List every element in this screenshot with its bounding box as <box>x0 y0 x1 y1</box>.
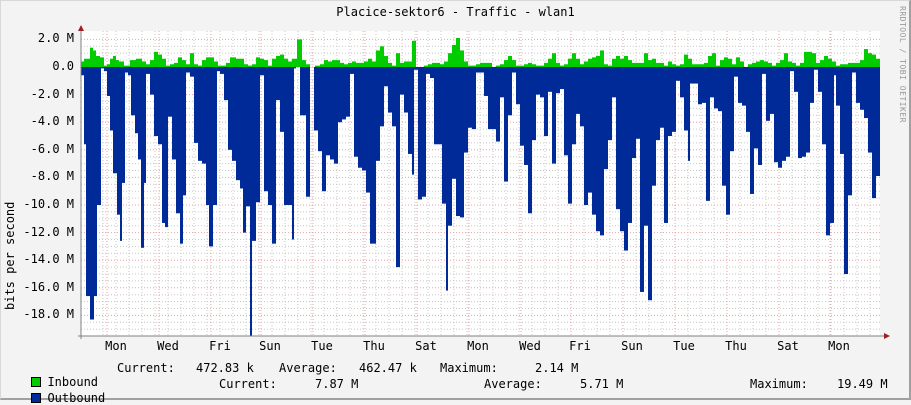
x-tick-label: Sat <box>415 339 437 353</box>
legend-outbound: Outbound <box>17 377 105 405</box>
x-tick-label: Tue <box>673 339 695 353</box>
inbound-current-label: Current: <box>117 361 175 375</box>
x-tick-label: Wed <box>519 339 541 353</box>
y-tick-label: -14.0 M <box>23 252 74 267</box>
x-tick-label: Mon <box>828 339 850 353</box>
y-tick-label: -16.0 M <box>23 279 74 294</box>
x-tick-label: Fri <box>569 339 591 353</box>
outbound-maximum-value: 19.49 M <box>837 377 888 391</box>
outbound-swatch <box>31 393 42 403</box>
x-tick-label: Mon <box>105 339 127 353</box>
y-tick-label: -4.0 M <box>30 114 74 129</box>
inbound-label: Inbound <box>47 375 99 389</box>
inbound-average-label: Average: <box>279 361 337 375</box>
legend-inbound: Inbound <box>17 361 98 389</box>
x-tick-label: Wed <box>157 339 179 353</box>
inbound-swatch <box>31 377 42 387</box>
chart-title: Placice-sektor6 - Traffic - wlan1 <box>336 5 575 19</box>
inbound-maximum-label: Maximum: <box>440 361 498 375</box>
y-tick-label: 0.0 <box>52 59 74 73</box>
x-tick-label: Fri <box>209 339 231 353</box>
y-tick-label: -18.0 M <box>23 307 74 322</box>
inbound-average-value: 462.47 k <box>359 361 417 375</box>
outbound-average-label: Average: <box>484 377 542 391</box>
rrdtool-watermark: RRDTOOL / TOBI OETIKER <box>898 6 907 123</box>
outbound-maximum-label: Maximum: <box>750 377 808 391</box>
outbound-label: Outbound <box>47 391 106 405</box>
outbound-average-value: 5.71 M <box>580 377 624 391</box>
x-tick-label: Sat <box>777 339 799 353</box>
x-tick-label: Mon <box>467 339 489 353</box>
outbound-current-value: 7.87 M <box>315 377 359 391</box>
inbound-current-value: 472.83 k <box>196 361 254 375</box>
x-tick-label: Thu <box>725 339 747 353</box>
outbound-current-label: Current: <box>219 377 277 391</box>
y-tick-label: -8.0 M <box>30 169 74 184</box>
y-tick-label: 2.0 M <box>37 31 74 46</box>
inbound-maximum-value: 2.14 M <box>535 361 579 375</box>
y-tick-label: -2.0 M <box>30 86 74 101</box>
x-tick-label: Tue <box>311 339 333 353</box>
x-tick-label: Thu <box>363 339 385 353</box>
y-tick-label: -6.0 M <box>30 141 74 156</box>
y-tick-label: -10.0 M <box>23 197 74 211</box>
x-tick-label: Sun <box>259 339 281 353</box>
y-tick-label: -12.0 M <box>23 224 74 239</box>
x-tick-label: Sun <box>621 339 643 353</box>
